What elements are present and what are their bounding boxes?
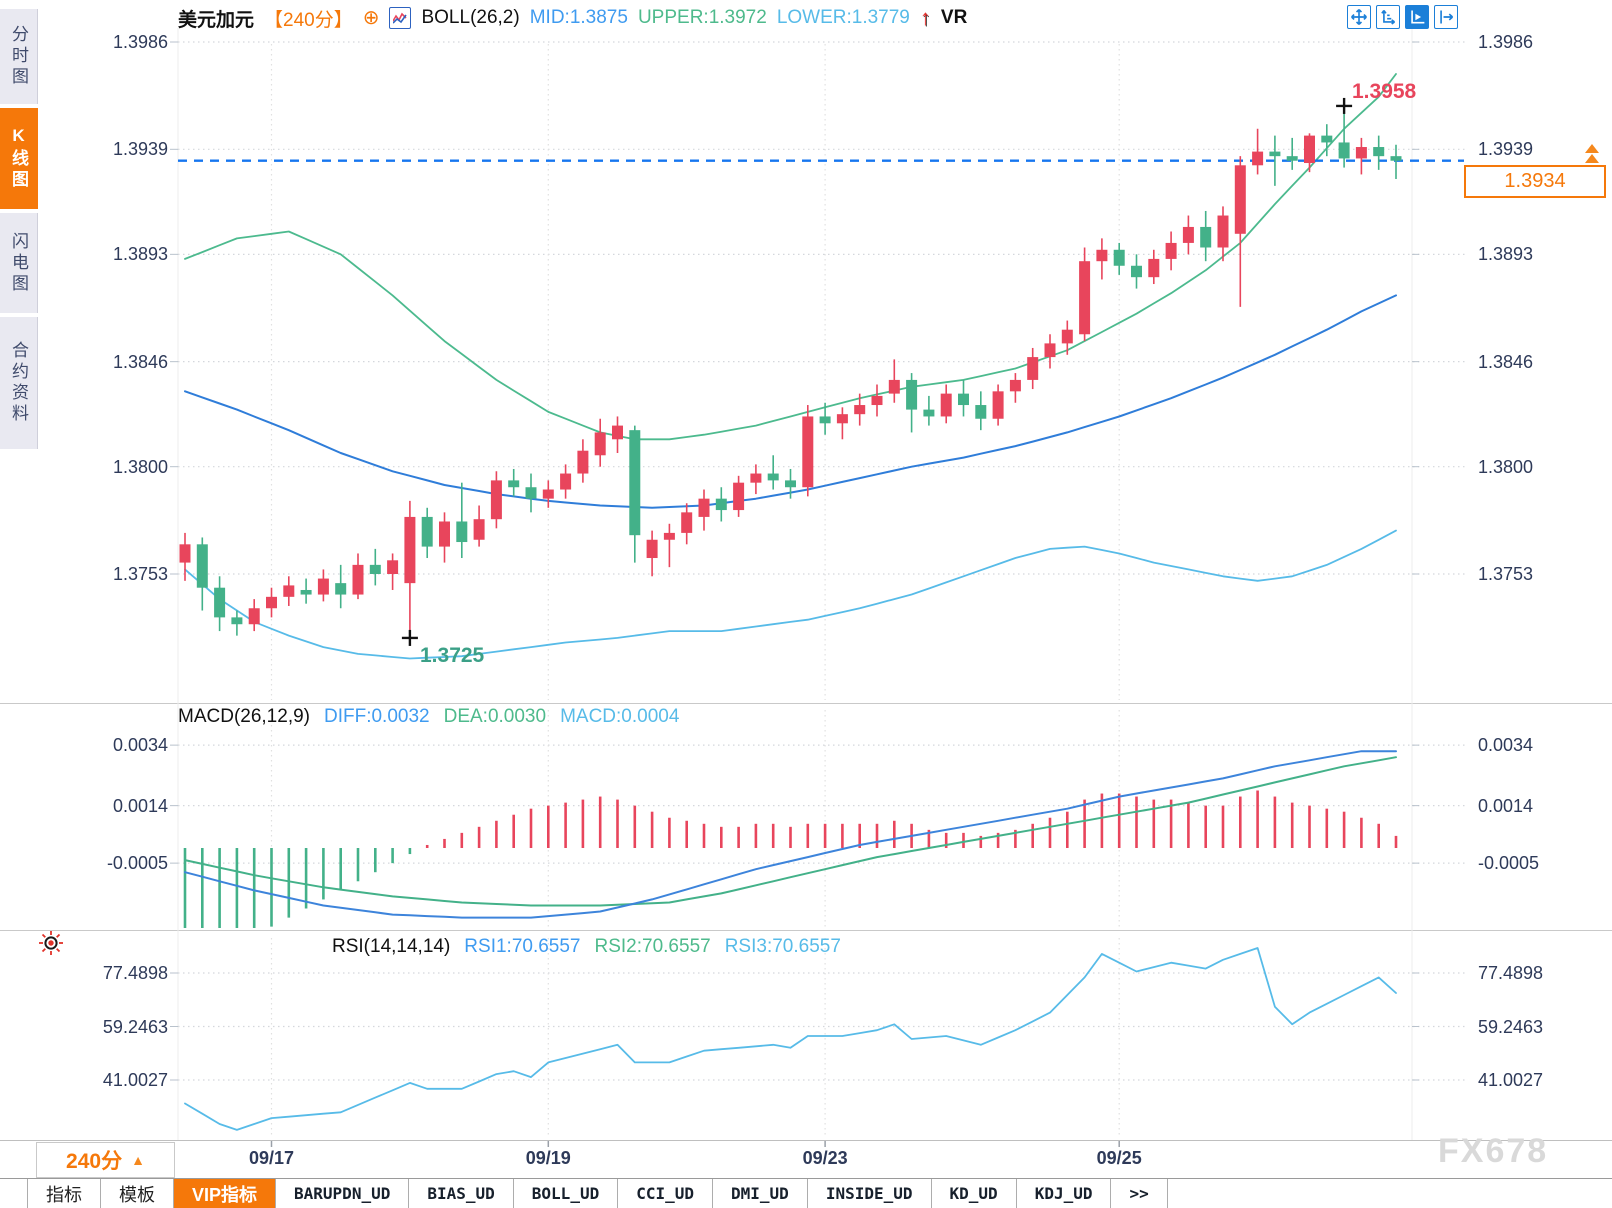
- y-axis-label: -0.0005: [1478, 853, 1540, 874]
- y-axis-label: 1.3939: [112, 139, 168, 160]
- macd-dea-value: DEA:0.0030: [443, 706, 547, 727]
- high-price-label: 1.3958: [1352, 80, 1417, 103]
- indicator-tab-bar: 指标 模板 VIP指标 BARUPDN_UD BIAS_UD BOLL_UD C…: [0, 1178, 1612, 1208]
- sidebar-item-contract-info[interactable]: 合约资料: [0, 317, 38, 449]
- tab-dmi-ud[interactable]: DMI_UD: [713, 1179, 808, 1208]
- up-arrow-icon: ↑: [919, 5, 931, 30]
- tab-bias-ud[interactable]: BIAS_UD: [409, 1179, 514, 1208]
- tab-vip-indicators[interactable]: VIP指标: [174, 1179, 277, 1208]
- low-price-label: 1.3725: [420, 644, 485, 667]
- vr-indicator-label: VR: [940, 7, 968, 28]
- axis-scale-tool-icon[interactable]: [1376, 5, 1400, 29]
- macd-title: MACD(26,12,9): [178, 706, 310, 727]
- y-axis-label: 0.0034: [112, 735, 168, 756]
- alert-sun-icon: [38, 930, 64, 961]
- indicator-name: BOLL(26,2): [421, 7, 520, 28]
- y-axis-label: 77.4898: [102, 963, 168, 983]
- sidebar-item-label: 分时图: [9, 25, 28, 88]
- rsi2-value: RSI2:70.6557: [594, 936, 711, 957]
- tab-boll-ud[interactable]: BOLL_UD: [514, 1179, 619, 1208]
- macd-diff-value: DIFF:0.0032: [324, 706, 430, 727]
- up-triangle-icon: ▲: [131, 1152, 145, 1168]
- period-selector[interactable]: 240分 ▲: [36, 1142, 175, 1178]
- tab-more[interactable]: >>: [1111, 1179, 1168, 1208]
- tab-inside-ud[interactable]: INSIDE_UD: [808, 1179, 932, 1208]
- move-tool-icon[interactable]: [1347, 5, 1371, 29]
- tab-kdj-ud[interactable]: KDJ_UD: [1017, 1179, 1112, 1208]
- current-price-box: 1.3934: [1464, 165, 1606, 198]
- rsi-pane-header: RSI(14,14,14) RSI1:70.6557 RSI2:70.6557 …: [332, 936, 841, 958]
- symbol-name: 美元加元: [178, 9, 255, 31]
- y-axis-label: 59.2463: [1478, 1016, 1544, 1037]
- y-axis-label: 1.3893: [112, 244, 168, 265]
- y-axis-label: 41.0027: [1478, 1070, 1544, 1090]
- y-axis-label: 1.3846: [112, 351, 168, 372]
- y-axis-label: 77.4898: [1478, 963, 1544, 983]
- x-axis-label: 09/17: [248, 1148, 295, 1168]
- add-indicator-icon[interactable]: ⊕: [362, 7, 380, 29]
- shift-right-tool-icon[interactable]: [1434, 5, 1458, 29]
- x-axis-label: 09/19: [525, 1148, 571, 1168]
- x-axis-label: 09/23: [802, 1148, 848, 1168]
- y-axis-label: 1.3893: [1478, 244, 1534, 265]
- y-axis-label: 0.0034: [1478, 735, 1534, 756]
- chart-header: 美元加元 【240分】 ⊕ BOLL(26,2) MID:1.3875 UPPE…: [178, 3, 967, 33]
- x-axis-label: 09/25: [1096, 1148, 1142, 1168]
- boll-upper-value: UPPER:1.3972: [637, 7, 767, 28]
- y-axis-label: 1.3753: [1478, 563, 1534, 584]
- period-label: 240分: [66, 1150, 123, 1173]
- y-axis-label: 59.2463: [102, 1016, 168, 1037]
- tab-indicators[interactable]: 指标: [28, 1179, 101, 1208]
- rsi3-value: RSI3:70.6557: [724, 936, 841, 957]
- rsi-title: RSI(14,14,14): [332, 936, 451, 957]
- y-axis-label: 41.0027: [102, 1070, 168, 1090]
- y-axis-label: 1.3753: [112, 563, 168, 584]
- boll-mid-value: MID:1.3875: [529, 7, 628, 28]
- y-axis-label: 1.3800: [112, 456, 168, 477]
- price-up-arrows-icon: [1585, 144, 1599, 164]
- chart-toolbar: [1347, 5, 1458, 29]
- macd-macd-value: MACD:0.0004: [560, 706, 680, 727]
- auto-fit-tool-icon[interactable]: [1405, 5, 1429, 29]
- y-axis-label: 1.3986: [1478, 32, 1534, 52]
- sidebar-item-label: 闪电图: [9, 231, 28, 295]
- sidebar-item-flash-chart[interactable]: 闪电图: [0, 213, 38, 313]
- tab-bar-spacer: [0, 1179, 28, 1208]
- y-axis-label: 0.0014: [1478, 795, 1534, 816]
- macd-pane-header: MACD(26,12,9) DIFF:0.0032 DEA:0.0030 MAC…: [178, 706, 679, 728]
- sidebar-item-kline-chart[interactable]: K线图: [0, 108, 38, 209]
- y-axis-label: 1.3846: [1478, 351, 1534, 372]
- boll-lower-value: LOWER:1.3779: [776, 7, 910, 28]
- y-axis-label: 1.3800: [1478, 456, 1534, 477]
- y-axis-label: -0.0005: [106, 853, 168, 874]
- tab-templates[interactable]: 模板: [101, 1179, 174, 1208]
- sidebar-item-label: K线图: [9, 126, 28, 191]
- sidebar-item-label: 合约资料: [9, 341, 28, 425]
- sidebar-item-time-chart[interactable]: 分时图: [0, 9, 38, 104]
- y-axis-label: 0.0014: [112, 795, 168, 816]
- tab-cci-ud[interactable]: CCI_UD: [618, 1179, 714, 1208]
- watermark: FX678: [1438, 1132, 1549, 1170]
- tab-kd-ud[interactable]: KD_UD: [932, 1179, 1017, 1208]
- interval-label: 【240分】: [264, 9, 353, 31]
- chart-type-sidebar: 分时图 K线图 闪电图 合约资料: [0, 0, 38, 453]
- rsi1-value: RSI1:70.6557: [464, 936, 581, 957]
- kline-chart-icon: [389, 7, 412, 29]
- y-axis-label: 1.3939: [1478, 139, 1534, 160]
- tab-barupdn-ud[interactable]: BARUPDN_UD: [276, 1179, 410, 1208]
- y-axis-label: 1.3986: [112, 32, 168, 52]
